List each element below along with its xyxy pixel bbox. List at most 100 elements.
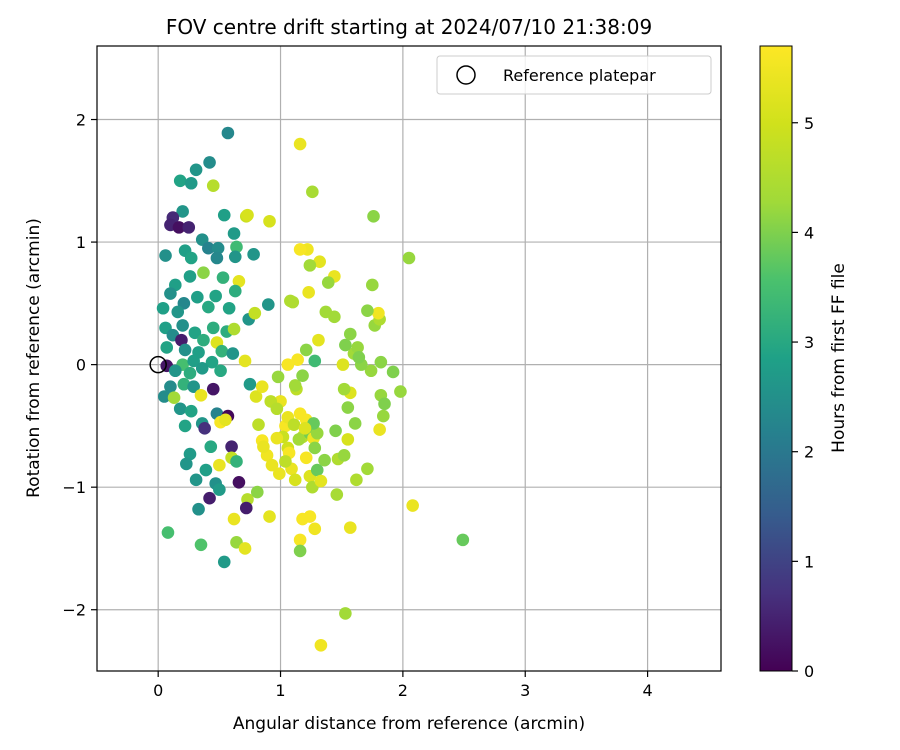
- data-point: [337, 449, 351, 462]
- data-point: [187, 380, 200, 393]
- data-point: [230, 455, 243, 468]
- data-point: [184, 251, 198, 265]
- data-point: [222, 301, 236, 315]
- x-axis-label: Angular distance from reference (arcmin): [233, 714, 585, 734]
- colorbar-ticks: 0 1 2 3 4 5: [792, 114, 814, 681]
- data-point: [350, 473, 363, 487]
- data-point: [230, 240, 243, 254]
- grid: [97, 46, 721, 671]
- legend-box: [436, 55, 712, 95]
- data-point: [352, 350, 366, 364]
- data-point: [312, 333, 325, 347]
- data-point: [343, 521, 357, 534]
- data-point: [219, 413, 232, 427]
- data-point: [199, 463, 213, 477]
- y-tick-label: −2: [62, 601, 86, 620]
- data-point: [306, 185, 319, 199]
- data-point: [189, 163, 203, 177]
- data-point: [270, 402, 284, 416]
- data-point: [176, 319, 189, 332]
- data-point: [255, 380, 269, 393]
- plot-area-frame: [96, 45, 722, 672]
- data-point: [206, 321, 220, 335]
- data-point: [188, 326, 202, 340]
- data-points: [156, 126, 470, 652]
- data-point: [248, 306, 262, 320]
- y-tick-label: 2: [76, 111, 86, 130]
- y-tick-label: 1: [76, 233, 86, 252]
- data-point: [206, 382, 220, 396]
- data-point: [314, 638, 328, 652]
- data-point: [183, 447, 197, 461]
- data-point: [367, 210, 380, 223]
- data-point: [263, 510, 276, 523]
- data-point: [195, 362, 209, 375]
- data-point: [203, 156, 216, 169]
- data-point: [197, 266, 210, 280]
- data-point: [271, 370, 285, 384]
- colorbar-tick-label: 0: [804, 662, 814, 681]
- data-point: [175, 333, 188, 347]
- data-point: [374, 355, 388, 369]
- data-point: [238, 354, 252, 368]
- data-point: [288, 379, 302, 392]
- data-point: [302, 286, 315, 299]
- data-point: [227, 512, 241, 526]
- data-point: [329, 424, 342, 438]
- data-point: [321, 276, 335, 289]
- colorbar: 0 1 2 3 4 5 Hours from first FF file: [759, 45, 849, 681]
- data-point: [348, 417, 362, 430]
- data-point: [318, 453, 331, 467]
- data-point: [296, 369, 309, 382]
- data-point: [293, 544, 307, 558]
- data-point: [299, 451, 313, 465]
- data-point: [177, 377, 191, 391]
- data-point: [183, 366, 197, 380]
- data-point: [247, 248, 260, 261]
- data-point: [308, 354, 322, 368]
- data-point: [293, 533, 307, 547]
- data-point: [243, 377, 257, 391]
- data-point: [270, 431, 284, 445]
- colorbar-tick-label: 5: [804, 114, 814, 133]
- data-point: [310, 463, 324, 477]
- data-point: [176, 205, 189, 218]
- data-point: [308, 522, 322, 536]
- data-point: [156, 301, 170, 315]
- colorbar-tick-label: 3: [804, 333, 814, 352]
- data-point: [265, 458, 279, 472]
- data-point: [194, 538, 208, 552]
- data-point: [238, 542, 252, 555]
- data-point: [402, 251, 416, 265]
- x-tick-label: 1: [275, 681, 285, 700]
- data-point: [191, 290, 204, 304]
- data-point: [273, 467, 286, 480]
- data-point: [250, 485, 264, 499]
- data-point: [225, 440, 238, 454]
- data-point: [339, 338, 352, 352]
- data-point: [173, 402, 187, 416]
- data-point: [249, 390, 263, 403]
- reference-platepar-marker: [149, 355, 167, 374]
- data-point: [214, 364, 227, 378]
- data-point: [194, 388, 208, 402]
- data-point: [291, 353, 304, 367]
- y-axis-label: Rotation from reference (arcmin): [24, 218, 44, 498]
- chart-title: FOV centre drift starting at 2024/07/10 …: [166, 15, 652, 39]
- data-point: [184, 404, 198, 418]
- data-point: [361, 304, 374, 318]
- x-tick-label: 2: [398, 681, 408, 700]
- data-point: [209, 289, 222, 303]
- x-axis-ticks: 0 1 2 3 4: [153, 671, 653, 700]
- data-point: [263, 214, 276, 228]
- data-point: [351, 341, 364, 354]
- data-point: [361, 462, 374, 476]
- data-point: [288, 473, 302, 487]
- data-point: [339, 607, 352, 620]
- data-point: [337, 382, 351, 396]
- legend: Reference platepar: [436, 55, 712, 95]
- y-axis-ticks: −2 −1 0 1 2: [62, 111, 97, 620]
- data-point: [406, 499, 419, 512]
- data-point: [365, 278, 379, 292]
